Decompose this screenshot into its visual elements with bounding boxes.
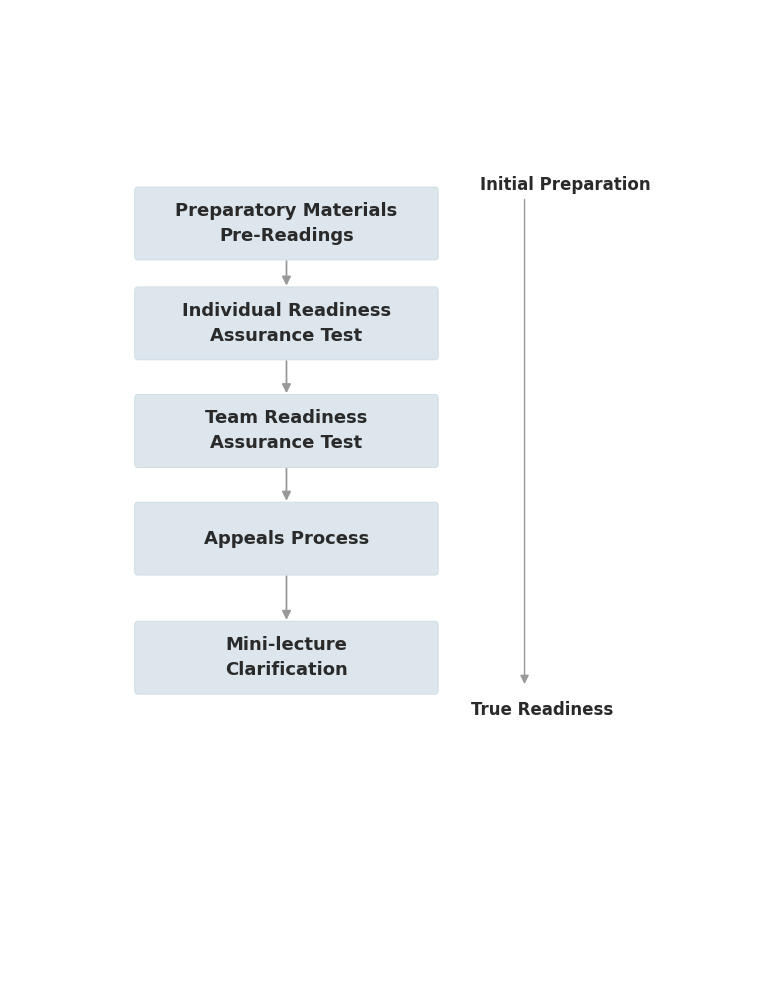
FancyBboxPatch shape (134, 394, 439, 467)
Text: Team Readiness
Assurance Test: Team Readiness Assurance Test (205, 409, 368, 452)
Text: Appeals Process: Appeals Process (204, 530, 369, 548)
FancyBboxPatch shape (134, 187, 439, 260)
Text: Preparatory Materials
Pre-Readings: Preparatory Materials Pre-Readings (175, 202, 398, 245)
FancyBboxPatch shape (134, 286, 439, 360)
Text: Individual Readiness
Assurance Test: Individual Readiness Assurance Test (182, 302, 391, 345)
Text: Mini-lecture
Clarification: Mini-lecture Clarification (225, 636, 348, 680)
Text: Initial Preparation: Initial Preparation (480, 176, 650, 194)
FancyBboxPatch shape (134, 502, 439, 575)
FancyBboxPatch shape (134, 621, 439, 695)
Text: True Readiness: True Readiness (471, 701, 613, 719)
